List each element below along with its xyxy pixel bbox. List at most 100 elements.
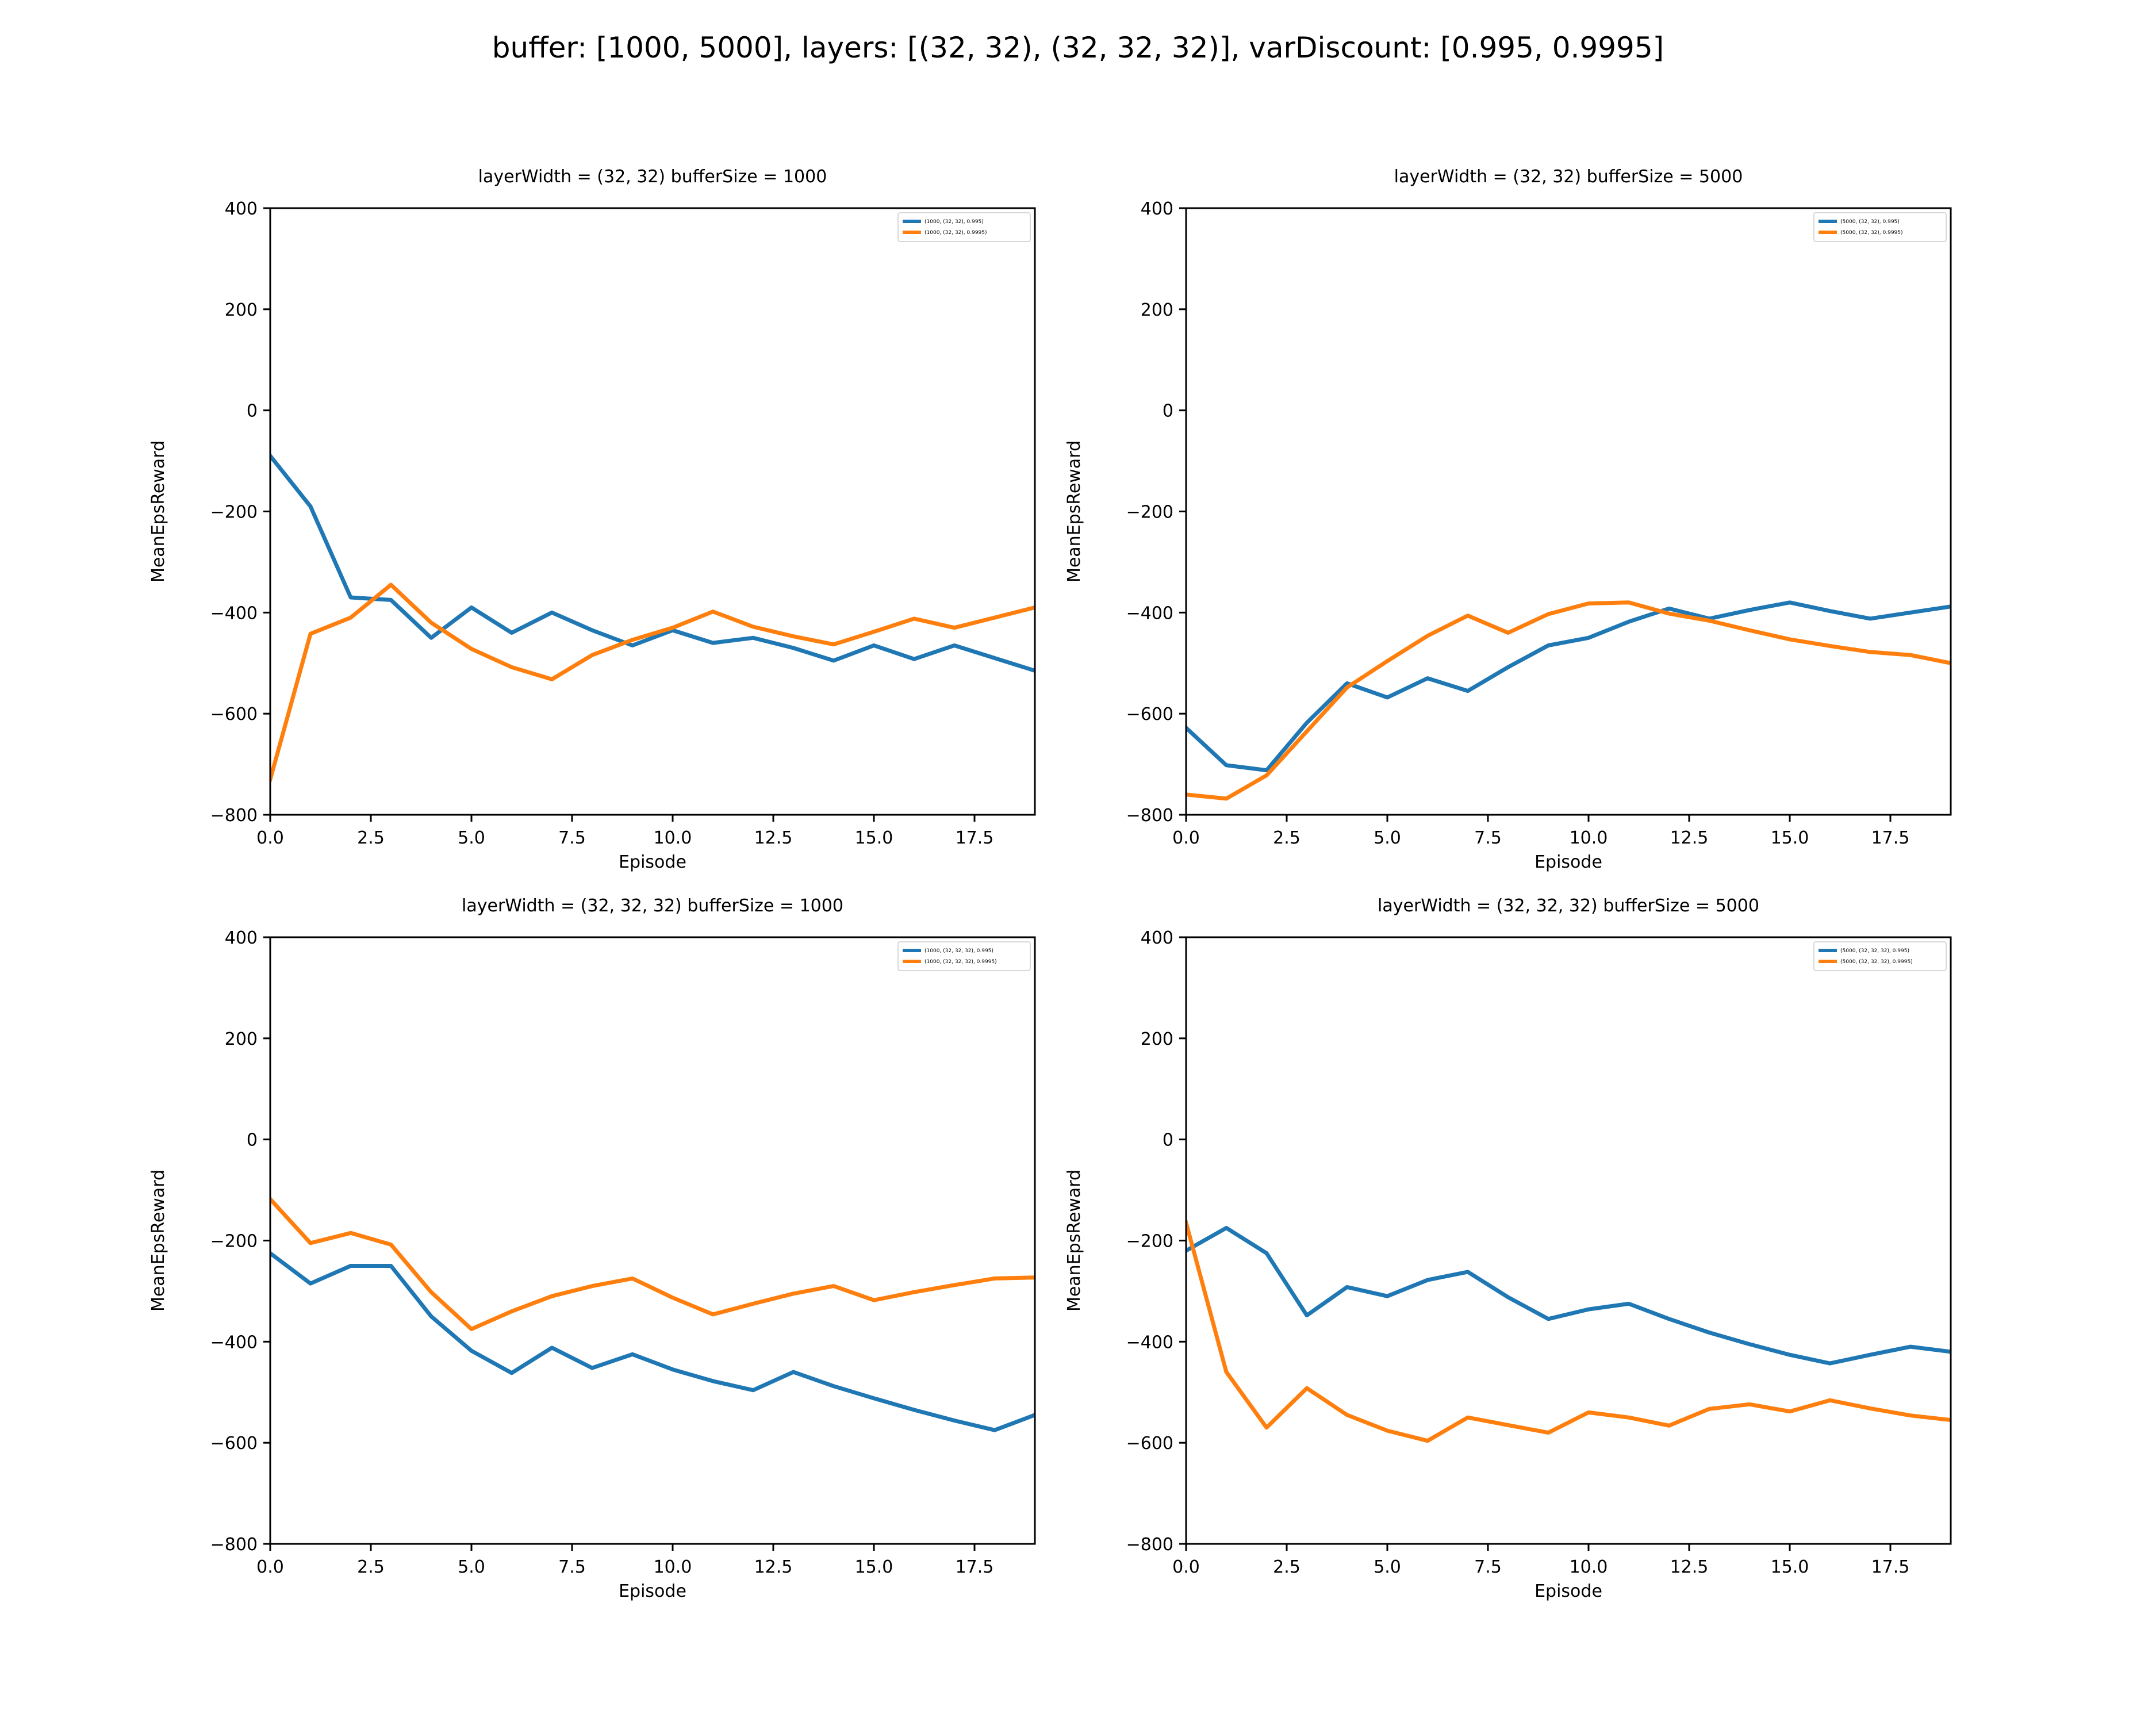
- x-tick-label: 5.0: [458, 1557, 485, 1577]
- legend-box: [897, 941, 1031, 971]
- x-tick-label: 10.0: [654, 828, 692, 848]
- y-tick-label: 200: [1141, 1029, 1173, 1049]
- y-tick-label: −400: [210, 603, 258, 623]
- x-tick-label: 17.5: [1871, 828, 1910, 848]
- legend: (1000, (32, 32), 0.995) (1000, (32, 32), …: [897, 212, 1031, 242]
- subplot-title: layerWidth = (32, 32) bufferSize = 1000: [478, 167, 827, 187]
- x-axis-label: Episode: [1534, 852, 1602, 872]
- y-tick-label: −600: [1126, 704, 1173, 724]
- x-tick-label: 5.0: [458, 828, 485, 848]
- legend: (1000, (32, 32, 32), 0.995) (1000, (32, 3…: [897, 941, 1031, 971]
- x-tick-label: 17.5: [956, 828, 994, 848]
- y-tick-label: 0: [1163, 401, 1173, 421]
- x-tick-label: 15.0: [1771, 828, 1809, 848]
- x-tick-label: 0.0: [256, 828, 284, 848]
- subplot-1: layerWidth = (32, 32) bufferSize = 1000 0…: [148, 167, 1036, 872]
- series-line-2: [1186, 600, 1951, 801]
- y-tick-label: 400: [225, 199, 258, 219]
- x-tick-label: 0.0: [1172, 828, 1200, 848]
- x-tick-label: 12.5: [754, 1557, 793, 1577]
- x-tick-label: 17.5: [956, 1557, 994, 1577]
- y-tick-label: −800: [1126, 1535, 1173, 1555]
- y-tick-label: 400: [225, 928, 258, 948]
- x-axis-label: Episode: [1534, 1581, 1602, 1601]
- y-tick-label: 0: [247, 401, 258, 421]
- x-tick-label: 7.5: [1474, 828, 1502, 848]
- y-tick-label: −400: [1126, 1332, 1173, 1352]
- series-line-1: [270, 453, 1035, 673]
- y-tick-label: −400: [210, 1332, 258, 1352]
- subplot-2: layerWidth = (32, 32) bufferSize = 5000 0…: [1064, 167, 1952, 872]
- x-tick-label: 2.5: [1273, 1557, 1300, 1577]
- x-tick-label: 15.0: [855, 828, 893, 848]
- legend-entry: (5000, (32, 32, 32), 0.995): [1840, 948, 1909, 954]
- series-group: [270, 453, 1035, 782]
- y-tick-label: −200: [1126, 1232, 1173, 1252]
- x-tick-label: 0.0: [1172, 1557, 1200, 1577]
- x-axis-label: Episode: [619, 852, 686, 872]
- series-line-1: [1186, 1226, 1951, 1366]
- y-tick-label: −800: [210, 1535, 258, 1555]
- y-axis-label: MeanEpsReward: [148, 1170, 168, 1312]
- y-tick-label: −800: [210, 806, 258, 826]
- x-tick-label: 15.0: [1771, 1557, 1809, 1577]
- x-axis-label: Episode: [619, 1581, 686, 1601]
- y-tick-label: 400: [1141, 928, 1173, 948]
- y-tick-label: 0: [1163, 1130, 1173, 1151]
- x-tick-label: 12.5: [754, 828, 793, 848]
- x-tick-label: 5.0: [1374, 1557, 1401, 1577]
- x-tick-label: 17.5: [1871, 1557, 1910, 1577]
- figure-suptitle: buffer: [1000, 5000], layers: [(32, 32),…: [492, 31, 1664, 64]
- legend-entry: (1000, (32, 32), 0.995): [924, 219, 984, 225]
- legend: (5000, (32, 32), 0.995) (5000, (32, 32), …: [1813, 212, 1947, 242]
- legend-entry: (1000, (32, 32, 32), 0.995): [924, 948, 993, 954]
- legend-entry: (5000, (32, 32), 0.995): [1840, 219, 1900, 225]
- y-tick-label: 200: [1141, 300, 1173, 320]
- series-group: [1186, 1220, 1951, 1443]
- legend-box: [897, 212, 1031, 242]
- x-tick-label: 2.5: [357, 1557, 385, 1577]
- y-axis-label: MeanEpsReward: [148, 440, 168, 582]
- subplot-grid: layerWidth = (32, 32) bufferSize = 1000 0…: [148, 167, 1952, 1601]
- y-tick-label: −200: [1126, 503, 1173, 523]
- x-tick-label: 2.5: [357, 828, 385, 848]
- x-tick-label: 15.0: [855, 1557, 893, 1577]
- legend-entry: (5000, (32, 32, 32), 0.9995): [1840, 959, 1913, 965]
- x-tick-label: 12.5: [1670, 828, 1709, 848]
- y-axis-label: MeanEpsReward: [1064, 440, 1084, 582]
- series-line-2: [270, 1196, 1035, 1331]
- subplot-title: layerWidth = (32, 32) bufferSize = 5000: [1394, 167, 1743, 187]
- y-tick-label: 200: [225, 1029, 258, 1049]
- y-tick-label: −600: [1126, 1433, 1173, 1454]
- x-tick-label: 7.5: [558, 828, 586, 848]
- x-tick-label: 7.5: [1474, 1557, 1502, 1577]
- series-line-1: [1186, 600, 1951, 773]
- series-line-1: [270, 1251, 1035, 1432]
- x-tick-label: 0.0: [256, 1557, 284, 1577]
- y-tick-label: −800: [1126, 806, 1173, 826]
- legend-entry: (1000, (32, 32), 0.9995): [924, 230, 987, 236]
- x-tick-label: 12.5: [1670, 1557, 1709, 1577]
- y-tick-label: 0: [247, 1130, 258, 1151]
- series-line-2: [1186, 1220, 1951, 1443]
- subplot-title: layerWidth = (32, 32, 32) bufferSize = 1…: [462, 896, 843, 916]
- legend-entry: (5000, (32, 32), 0.9995): [1840, 230, 1903, 236]
- x-tick-label: 10.0: [654, 1557, 692, 1577]
- y-tick-label: −200: [210, 503, 258, 523]
- legend-entry: (1000, (32, 32, 32), 0.9995): [924, 959, 997, 965]
- legend: (5000, (32, 32, 32), 0.995) (5000, (32, 3…: [1813, 941, 1947, 971]
- subplot-3: layerWidth = (32, 32, 32) bufferSize = 1…: [148, 896, 1036, 1601]
- y-tick-label: −400: [1126, 603, 1173, 623]
- y-tick-label: −200: [210, 1232, 258, 1252]
- series-group: [1186, 600, 1951, 801]
- x-tick-label: 7.5: [558, 1557, 586, 1577]
- y-tick-label: 400: [1141, 199, 1173, 219]
- y-tick-label: 200: [225, 300, 258, 320]
- series-line-2: [270, 582, 1035, 782]
- legend-box: [1813, 212, 1947, 242]
- legend-box: [1813, 941, 1947, 971]
- x-tick-label: 10.0: [1570, 1557, 1608, 1577]
- x-tick-label: 10.0: [1570, 828, 1608, 848]
- subplot-title: layerWidth = (32, 32, 32) bufferSize = 5…: [1378, 896, 1759, 916]
